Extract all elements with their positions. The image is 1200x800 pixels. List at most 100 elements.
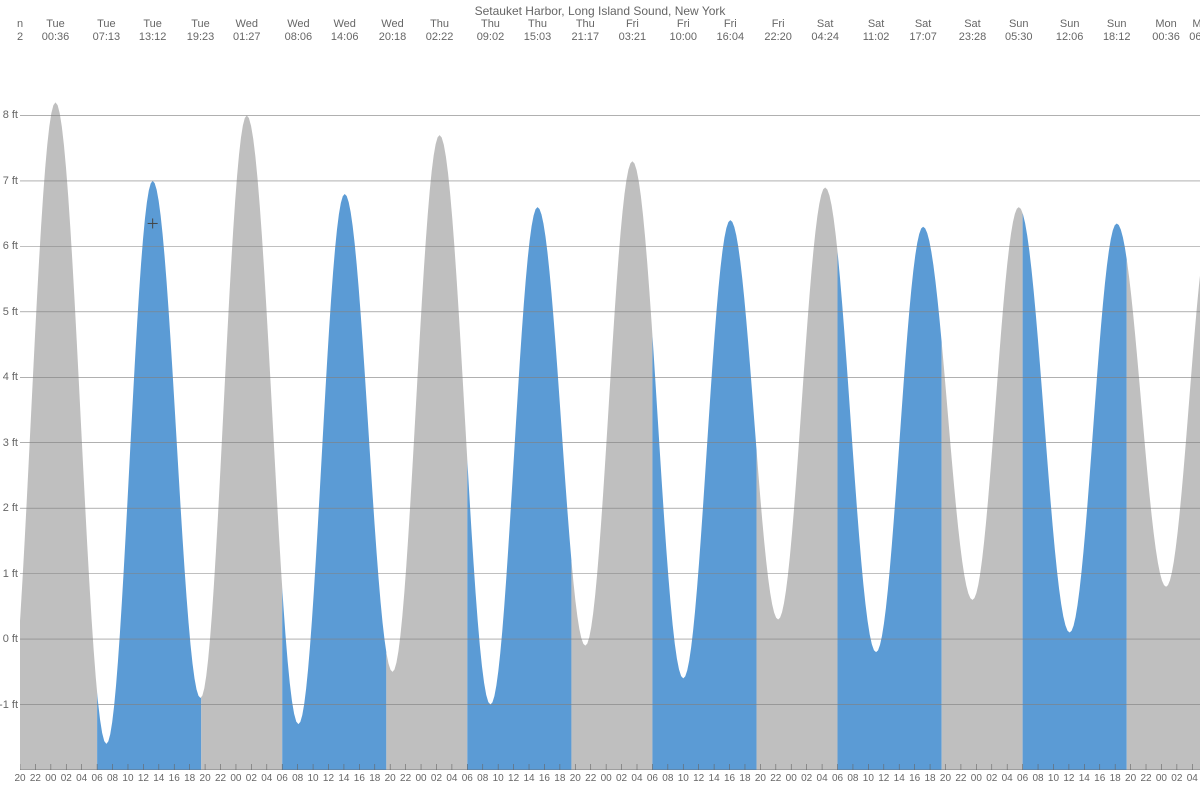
x-axis-label: 06 — [462, 773, 473, 784]
x-axis-label: 16 — [539, 773, 550, 784]
top-label-time: 06:3 — [1170, 31, 1200, 44]
top-label-day: Mo — [1170, 18, 1200, 31]
x-axis-label: 14 — [1079, 773, 1090, 784]
y-axis-labels: -1 ft 0 ft 1 ft 2 ft 3 ft 4 ft 5 ft 6 ft 7 ft 8 f… — [0, 50, 20, 770]
x-axis-label: 12 — [878, 773, 889, 784]
x-axis-label: 10 — [493, 773, 504, 784]
x-axis-label: 02 — [616, 773, 627, 784]
x-axis-label: 16 — [1094, 773, 1105, 784]
x-axis-label: 12 — [508, 773, 519, 784]
y-axis-label: -1 ft — [0, 699, 18, 711]
x-axis-label: 10 — [1048, 773, 1059, 784]
x-axis-label: 18 — [1110, 773, 1121, 784]
x-axis-label: 04 — [446, 773, 457, 784]
tide-fill-day — [838, 227, 942, 770]
x-axis-label: 02 — [986, 773, 997, 784]
x-axis-label: 20 — [1125, 773, 1136, 784]
x-axis-label: 18 — [925, 773, 936, 784]
x-axis-label: 08 — [662, 773, 673, 784]
tide-fill-night — [20, 102, 97, 770]
x-axis-label: 04 — [1187, 773, 1198, 784]
tide-fill-day — [282, 194, 386, 770]
top-time-labels: n2Tue00:36Tue07:13Tue13:12Tue19:23Wed01:… — [0, 18, 1200, 48]
x-axis-label: 00 — [971, 773, 982, 784]
x-axis-label: 04 — [76, 773, 87, 784]
x-axis-label: 14 — [894, 773, 905, 784]
x-axis-labels: 20 22 00 02 04 06 08 10 12 14 16 18 20 22 00 02 04 06 08 10… — [20, 773, 1200, 793]
x-axis-label: 20 — [570, 773, 581, 784]
x-axis-label: 20 — [385, 773, 396, 784]
x-axis-label: 18 — [184, 773, 195, 784]
x-axis-label: 02 — [801, 773, 812, 784]
tide-chart: Setauket Harbor, Long Island Sound, New … — [0, 0, 1200, 800]
x-axis-label: 10 — [308, 773, 319, 784]
x-axis-label: 18 — [739, 773, 750, 784]
x-axis-label: 22 — [770, 773, 781, 784]
plot-area — [20, 50, 1200, 770]
y-axis-label: 7 ft — [3, 175, 18, 187]
x-axis-label: 12 — [1063, 773, 1074, 784]
y-axis-label: 2 ft — [3, 502, 18, 514]
x-axis-label: 18 — [554, 773, 565, 784]
x-axis-label: 08 — [292, 773, 303, 784]
x-axis-label: 16 — [354, 773, 365, 784]
x-axis-label: 08 — [1032, 773, 1043, 784]
tide-fill-night — [1127, 259, 1200, 770]
x-axis-label: 20 — [200, 773, 211, 784]
tide-fill-day — [97, 181, 201, 770]
x-axis-label: 12 — [138, 773, 149, 784]
x-axis-label: 08 — [847, 773, 858, 784]
x-axis-label: 16 — [169, 773, 180, 784]
y-axis-label: 8 ft — [3, 109, 18, 121]
x-axis-label: 14 — [523, 773, 534, 784]
x-axis-label: 04 — [1002, 773, 1013, 784]
x-axis-label: 06 — [647, 773, 658, 784]
x-axis-label: 20 — [14, 773, 25, 784]
x-axis-label: 22 — [30, 773, 41, 784]
x-axis-label: 00 — [230, 773, 241, 784]
y-axis-label: 5 ft — [3, 306, 18, 318]
x-axis-label: 22 — [400, 773, 411, 784]
x-axis-label: 00 — [786, 773, 797, 784]
x-axis-label: 16 — [724, 773, 735, 784]
chart-title: Setauket Harbor, Long Island Sound, New … — [0, 4, 1200, 18]
y-axis-label: 3 ft — [3, 437, 18, 449]
x-axis-label: 04 — [817, 773, 828, 784]
x-axis-label: 22 — [215, 773, 226, 784]
top-label: Mo06:3 — [1170, 18, 1200, 44]
x-axis-label: 06 — [832, 773, 843, 784]
x-axis-label: 00 — [1156, 773, 1167, 784]
x-axis-label: 14 — [709, 773, 720, 784]
x-axis-label: 00 — [601, 773, 612, 784]
y-axis-label: 1 ft — [3, 568, 18, 580]
x-axis-label: 02 — [431, 773, 442, 784]
x-axis-label: 10 — [122, 773, 133, 784]
x-axis-label: 22 — [955, 773, 966, 784]
x-axis-label: 02 — [1171, 773, 1182, 784]
x-axis-label: 02 — [61, 773, 72, 784]
x-axis-label: 04 — [261, 773, 272, 784]
x-axis-label: 00 — [415, 773, 426, 784]
x-axis-label: 16 — [909, 773, 920, 784]
x-axis-label: 04 — [631, 773, 642, 784]
x-axis-label: 22 — [1140, 773, 1151, 784]
x-axis-label: 00 — [45, 773, 56, 784]
x-axis-label: 02 — [246, 773, 257, 784]
y-axis-label: 4 ft — [3, 371, 18, 383]
tide-fill-day — [1023, 213, 1127, 770]
x-axis-label: 10 — [863, 773, 874, 784]
x-axis-label: 12 — [323, 773, 334, 784]
tide-fill-day — [467, 207, 571, 770]
y-axis-label: 0 ft — [3, 633, 18, 645]
x-axis-label: 20 — [940, 773, 951, 784]
tide-fill-night — [571, 161, 652, 770]
x-axis-label: 06 — [277, 773, 288, 784]
x-axis-label: 14 — [338, 773, 349, 784]
tide-fill-night — [757, 187, 838, 770]
y-axis-label: 6 ft — [3, 240, 18, 252]
tide-fill-night — [942, 207, 1023, 770]
x-axis-label: 06 — [92, 773, 103, 784]
x-axis-label: 10 — [678, 773, 689, 784]
tide-fill-night — [386, 135, 467, 770]
x-axis-label: 12 — [693, 773, 704, 784]
